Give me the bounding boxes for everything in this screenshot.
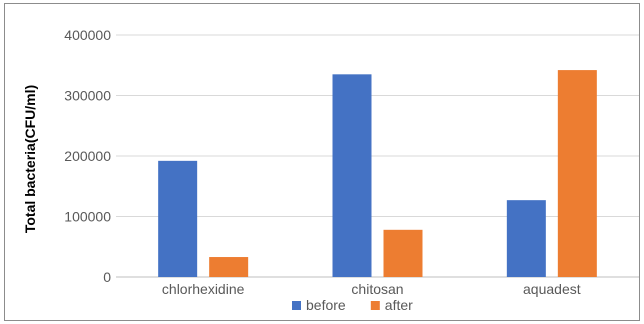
x-tick-label: aquadest xyxy=(523,281,581,297)
x-tick-label: chlorhexidine xyxy=(162,281,245,297)
y-tick-label: 200000 xyxy=(64,148,111,164)
bar-after-chlorhexidine xyxy=(209,257,249,277)
bar-before-aquadest xyxy=(506,200,546,277)
legend-swatch-after xyxy=(370,301,380,310)
y-tick-label: 0 xyxy=(103,269,111,285)
bars xyxy=(158,70,597,277)
y-tick-label: 400000 xyxy=(64,27,111,43)
bar-before-chitosan xyxy=(332,74,372,277)
chart-frame: 0 100000 200000 300000 400000 chlorhexidine c… xyxy=(4,3,640,321)
legend: before after xyxy=(292,297,413,313)
x-axis-ticks: chlorhexidine chitosan aquadest xyxy=(162,281,581,297)
legend-swatch-before xyxy=(292,301,301,310)
y-axis-label: Total bacteria(CFU/ml) xyxy=(22,85,38,233)
legend-label-before: before xyxy=(306,297,346,313)
legend-label-after: after xyxy=(385,297,413,313)
y-tick-label: 300000 xyxy=(64,88,111,104)
bar-after-aquadest xyxy=(557,70,597,277)
gridlines xyxy=(116,34,639,278)
bar-before-chlorhexidine xyxy=(158,160,198,277)
y-axis-ticks: 0 100000 200000 300000 400000 xyxy=(64,27,111,285)
x-tick-label: chitosan xyxy=(351,281,403,297)
bar-after-chitosan xyxy=(383,229,423,277)
y-tick-label: 100000 xyxy=(64,209,111,225)
